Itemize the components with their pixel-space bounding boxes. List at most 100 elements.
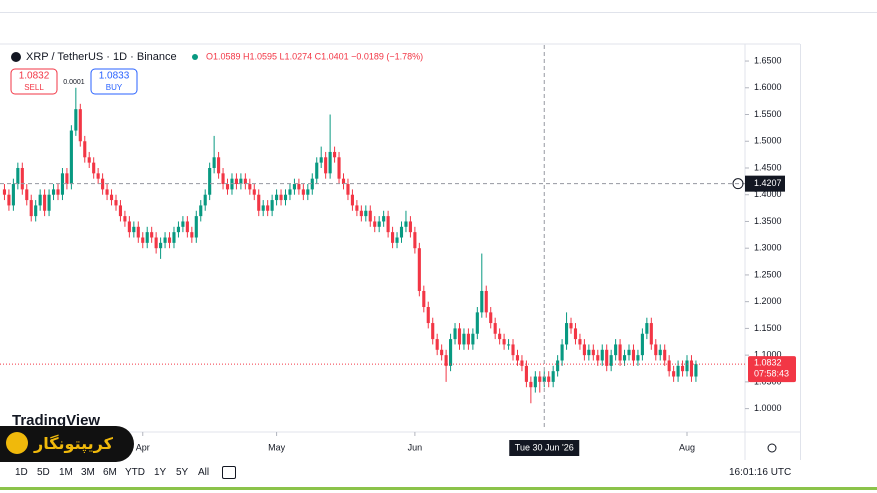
- candle-body: [96, 173, 100, 179]
- candle-body: [484, 290, 488, 313]
- candle-body: [453, 328, 457, 340]
- buy-button[interactable]: [90, 68, 138, 95]
- date-range-icon[interactable]: [222, 466, 236, 479]
- buy-price[interactable]: 1.0833: [99, 71, 130, 82]
- timeframe-button[interactable]: 3M: [81, 467, 95, 478]
- candle-body: [185, 221, 189, 233]
- x-tick-label: May: [268, 442, 286, 452]
- candle-body: [221, 173, 225, 185]
- candle-body: [118, 205, 123, 217]
- candle-body: [596, 355, 600, 361]
- candle-body: [466, 333, 470, 345]
- candle-body: [417, 248, 421, 291]
- timeframe-button[interactable]: 1D: [15, 467, 28, 478]
- candle-body: [413, 232, 417, 249]
- bottom-line: [0, 487, 877, 490]
- candle-body: [266, 205, 270, 211]
- last-price-box: [748, 356, 796, 383]
- candle-body: [556, 360, 560, 372]
- candle-body: [105, 189, 109, 195]
- candle-body: [328, 151, 332, 174]
- candle-body: [654, 344, 658, 356]
- candle-body: [132, 226, 136, 233]
- candle-body: [270, 200, 274, 211]
- candle-body: [136, 226, 140, 238]
- sell-price[interactable]: 1.0832: [19, 71, 50, 82]
- candle-body: [511, 344, 515, 356]
- candle-body: [194, 216, 198, 238]
- candle-body: [225, 184, 230, 190]
- timeframe-button[interactable]: 5Y: [176, 467, 189, 478]
- candle-body: [65, 173, 69, 185]
- candle-body: [645, 323, 649, 334]
- candle-body: [502, 339, 506, 345]
- x-tick-label: Apr: [136, 442, 150, 452]
- crosshair-y-label: 1.4207: [754, 178, 782, 188]
- candle-body: [20, 167, 24, 190]
- timeframe-button[interactable]: YTD: [125, 467, 145, 478]
- candle-body: [640, 333, 644, 356]
- candle-body: [297, 184, 301, 190]
- candle-body: [176, 226, 181, 233]
- timeframe-button[interactable]: 5D: [37, 467, 50, 478]
- y-tick-label: 1.5000: [754, 136, 782, 146]
- candle-body: [542, 376, 546, 382]
- sell-label[interactable]: SELL: [24, 83, 44, 92]
- candle-body: [462, 333, 466, 345]
- timeframe-button[interactable]: 1M: [59, 467, 73, 478]
- candle-body: [431, 323, 435, 340]
- timeframe-button[interactable]: 6M: [103, 467, 117, 478]
- symbol-icon: [11, 52, 21, 62]
- candle-body: [622, 355, 627, 361]
- candle-body: [382, 216, 386, 222]
- timeframe-button[interactable]: 1Y: [154, 467, 167, 478]
- candle-body: [288, 189, 292, 195]
- candle-body: [123, 216, 127, 222]
- candle-body: [685, 360, 689, 372]
- timeframe-button[interactable]: All: [198, 467, 210, 478]
- y-tick-label: 1.3500: [754, 216, 782, 226]
- candle-body: [181, 221, 185, 227]
- candle-body: [618, 344, 622, 361]
- countdown: 07:58:43: [754, 368, 789, 378]
- candle-body: [667, 360, 671, 372]
- candle-body: [498, 333, 502, 340]
- candle-body: [324, 157, 328, 174]
- candle-body: [573, 328, 578, 340]
- candle-body: [440, 349, 444, 356]
- candle-body: [631, 349, 636, 361]
- candle-body: [426, 307, 430, 324]
- buy-label[interactable]: BUY: [106, 83, 123, 92]
- candle-body: [507, 344, 511, 346]
- sell-button[interactable]: [10, 68, 58, 95]
- y-tick-label: 1.4000: [754, 189, 782, 199]
- candle-body: [25, 189, 29, 201]
- candle-body: [386, 216, 390, 233]
- candle-body: [319, 157, 323, 163]
- y-tick-label: 1.0000: [754, 403, 782, 413]
- candle-body: [475, 312, 479, 334]
- candle-body: [587, 349, 591, 356]
- candle-body: [56, 189, 60, 195]
- candle-body: [203, 194, 207, 206]
- candle-body: [51, 189, 56, 195]
- clock: 16:01:16 UTC: [729, 467, 792, 478]
- candle-body: [301, 189, 305, 195]
- y-tick-label: 1.6000: [754, 82, 782, 92]
- candle-body: [11, 184, 15, 206]
- candle-body: [234, 178, 238, 185]
- candle-body: [444, 355, 448, 366]
- chart-title: XRP / TetherUS · 1D · Binance: [26, 51, 177, 63]
- candle-body: [167, 237, 172, 243]
- candle-body: [672, 371, 676, 377]
- brand-icon: [6, 432, 28, 454]
- candle-body: [7, 194, 11, 206]
- candle-body: [239, 178, 243, 185]
- candle-body: [2, 189, 7, 195]
- candle-body: [408, 221, 412, 233]
- candle-body: [605, 349, 609, 366]
- candle-body: [578, 339, 582, 345]
- candle-body: [47, 194, 51, 211]
- crosshair-x-box: [509, 440, 580, 456]
